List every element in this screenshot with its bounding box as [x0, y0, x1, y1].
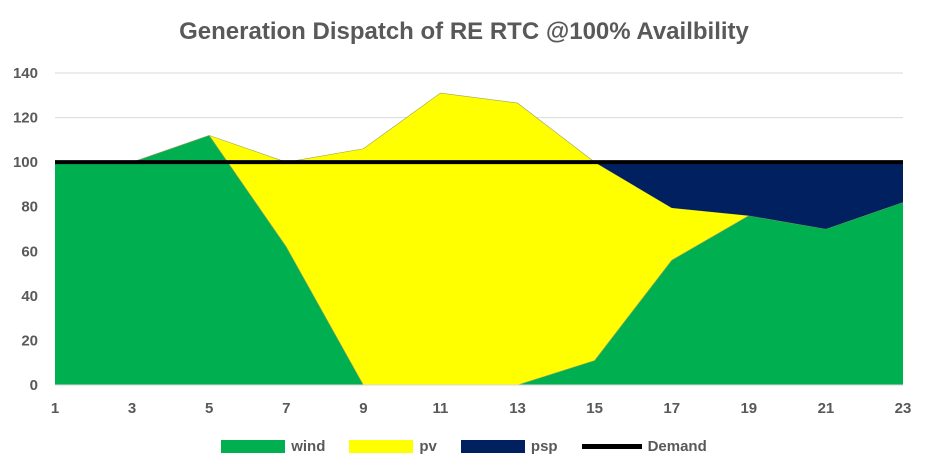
legend-label: wind	[291, 438, 326, 455]
x-tick-label: 19	[740, 400, 757, 417]
x-tick-label: 15	[586, 400, 603, 417]
x-tick-label: 23	[895, 400, 912, 417]
x-tick-label: 7	[282, 400, 290, 417]
x-tick-label: 3	[128, 400, 136, 417]
chart-title: Generation Dispatch of RE RTC @100% Avai…	[179, 18, 749, 45]
legend-item-demand: Demand	[581, 438, 707, 455]
x-tick-label: 9	[359, 400, 367, 417]
legend-swatch	[349, 440, 414, 453]
y-tick-label: 20	[21, 332, 38, 349]
x-tick-label: 5	[205, 400, 213, 417]
legend-swatch	[221, 440, 286, 453]
x-tick-label: 11	[433, 400, 449, 417]
legend-label: pv	[419, 438, 437, 455]
y-tick-label: 80	[21, 199, 38, 216]
y-tick-label: 100	[13, 154, 38, 171]
legend: wind pv psp Demand	[0, 438, 928, 455]
y-tick-label: 0	[30, 377, 38, 394]
area-psp	[55, 93, 903, 229]
y-tick-label: 40	[21, 288, 38, 305]
x-tick-label: 1	[51, 400, 59, 417]
legend-swatch	[581, 444, 642, 449]
area-wind	[55, 135, 903, 385]
legend-swatch	[460, 440, 525, 453]
legend-label: psp	[530, 438, 558, 455]
x-tick-label: 21	[818, 400, 835, 417]
legend-item-psp: psp	[460, 438, 558, 455]
legend-item-wind: wind	[221, 438, 325, 455]
legend-item-pv: pv	[349, 438, 437, 455]
y-tick-label: 140	[13, 65, 38, 82]
x-tick-label: 13	[509, 400, 526, 417]
x-tick-label: 17	[663, 400, 680, 417]
y-tick-label: 60	[21, 243, 38, 260]
y-tick-label: 120	[13, 110, 38, 127]
legend-label: Demand	[647, 438, 707, 455]
